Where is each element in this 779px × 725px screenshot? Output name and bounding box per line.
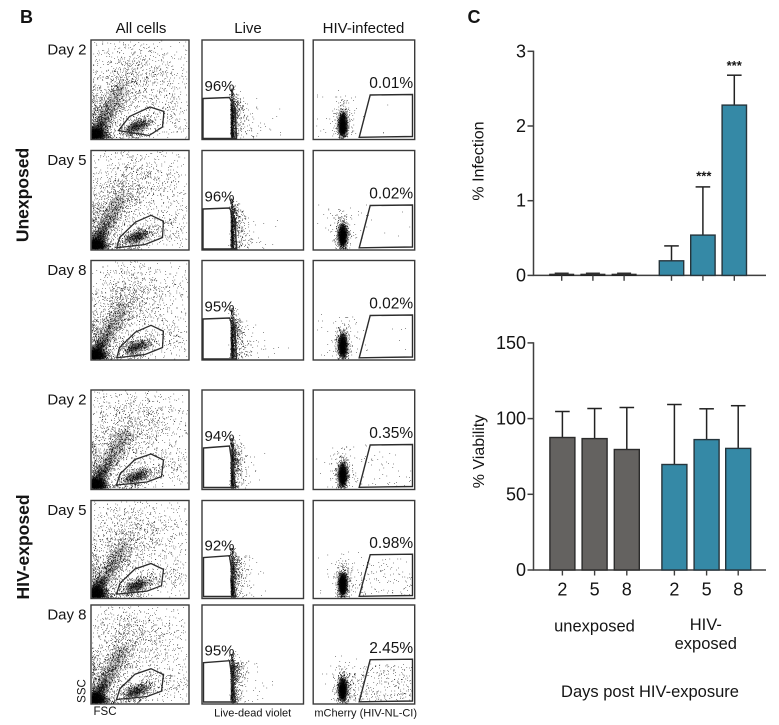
svg-text:Live-dead violet: Live-dead violet bbox=[214, 708, 291, 720]
svg-text:150: 150 bbox=[496, 333, 526, 353]
svg-text:95%: 95% bbox=[205, 643, 235, 660]
svg-text:2.45%: 2.45% bbox=[369, 640, 413, 657]
svg-text:HIV-infected: HIV-infected bbox=[323, 20, 405, 37]
svg-text:unexposed: unexposed bbox=[554, 618, 635, 636]
svg-text:8: 8 bbox=[622, 580, 632, 600]
svg-text:% Viability: % Viability bbox=[471, 415, 488, 489]
svg-text:3: 3 bbox=[516, 41, 526, 61]
svg-text:HIV-: HIV- bbox=[690, 616, 722, 634]
svg-text:***: *** bbox=[696, 168, 712, 183]
svg-text:Unexposed: Unexposed bbox=[13, 148, 33, 242]
svg-text:Day 2: Day 2 bbox=[47, 392, 86, 409]
svg-text:2: 2 bbox=[516, 116, 526, 136]
svg-text:1: 1 bbox=[516, 191, 526, 211]
svg-text:SSC: SSC bbox=[77, 679, 89, 703]
svg-text:mCherry (HIV-NL-CI): mCherry (HIV-NL-CI) bbox=[314, 708, 417, 720]
svg-text:8: 8 bbox=[733, 580, 743, 600]
svg-text:0: 0 bbox=[516, 560, 526, 580]
svg-text:% Infection: % Infection bbox=[471, 121, 488, 200]
svg-text:5: 5 bbox=[702, 580, 712, 600]
svg-text:0.98%: 0.98% bbox=[369, 535, 413, 552]
svg-text:FSC: FSC bbox=[94, 706, 117, 718]
svg-text:Day 5: Day 5 bbox=[47, 152, 86, 169]
svg-text:94%: 94% bbox=[205, 428, 235, 445]
svg-text:Day 5: Day 5 bbox=[47, 502, 86, 519]
svg-text:Day 8: Day 8 bbox=[47, 262, 86, 279]
svg-text:2: 2 bbox=[557, 580, 567, 600]
svg-text:2: 2 bbox=[669, 580, 679, 600]
svg-text:All cells: All cells bbox=[116, 20, 167, 37]
svg-text:***: *** bbox=[727, 58, 743, 73]
svg-text:exposed: exposed bbox=[675, 635, 737, 653]
svg-text:Days post HIV-exposure: Days post HIV-exposure bbox=[561, 683, 739, 701]
svg-text:92%: 92% bbox=[205, 538, 235, 555]
svg-text:Day 8: Day 8 bbox=[47, 607, 86, 624]
svg-text:B: B bbox=[20, 7, 33, 27]
svg-text:C: C bbox=[468, 7, 481, 27]
svg-text:0.02%: 0.02% bbox=[369, 186, 413, 203]
svg-text:Day 2: Day 2 bbox=[47, 42, 86, 59]
svg-text:0.02%: 0.02% bbox=[369, 296, 413, 313]
svg-text:0: 0 bbox=[516, 265, 526, 285]
svg-text:HIV-exposed: HIV-exposed bbox=[13, 494, 33, 599]
svg-text:50: 50 bbox=[506, 484, 526, 504]
svg-text:0.01%: 0.01% bbox=[369, 75, 413, 92]
svg-text:Live: Live bbox=[234, 20, 262, 37]
svg-text:5: 5 bbox=[590, 580, 600, 600]
svg-text:95%: 95% bbox=[205, 299, 235, 316]
svg-text:100: 100 bbox=[496, 409, 526, 429]
svg-text:96%: 96% bbox=[205, 189, 235, 206]
svg-text:0.35%: 0.35% bbox=[369, 425, 413, 442]
svg-text:96%: 96% bbox=[205, 78, 235, 95]
